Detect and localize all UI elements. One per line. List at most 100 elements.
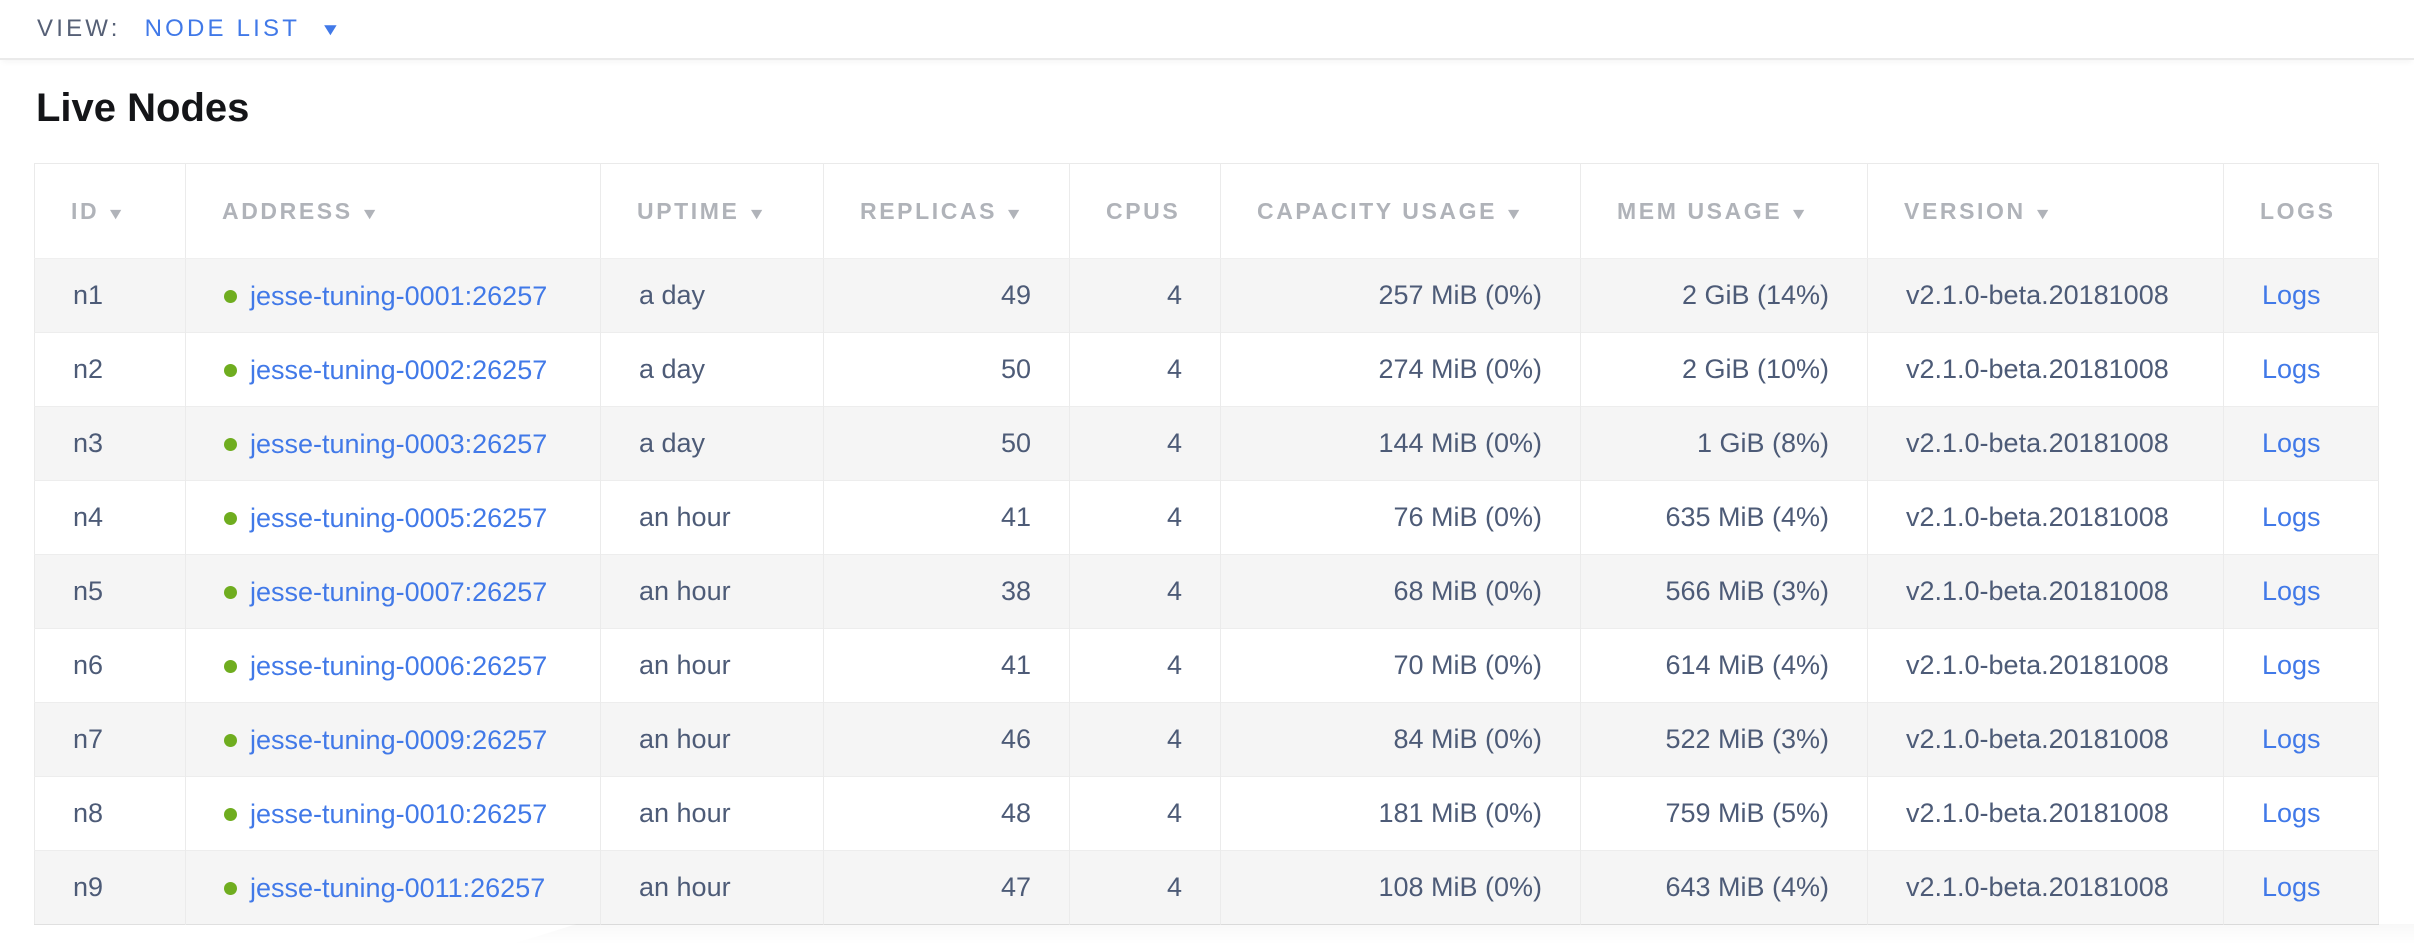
table-row: n4 jesse-tuning-0005:26257 an hour 41 4 76 Mi… — [34, 480, 2379, 555]
node-logs-link[interactable]: Logs — [2262, 354, 2321, 384]
node-address-link[interactable]: jesse-tuning-0011:26257 — [250, 873, 546, 903]
cell-uptime: an hour — [600, 776, 824, 851]
cell-address: jesse-tuning-0009:26257 — [185, 702, 601, 777]
node-live-status-icon — [224, 512, 237, 525]
node-address-link[interactable]: jesse-tuning-0006:26257 — [250, 651, 548, 681]
node-logs-link[interactable]: Logs — [2262, 502, 2321, 532]
node-logs-link[interactable]: Logs — [2262, 872, 2321, 902]
cell-logs: Logs — [2223, 258, 2379, 333]
table-row: n9 jesse-tuning-0011:26257 an hour 47 4 108 M… — [34, 850, 2379, 925]
column-header-address[interactable]: ADDRESS ▼ — [185, 163, 601, 259]
cell-address: jesse-tuning-0003:26257 — [185, 406, 601, 481]
cell-logs: Logs — [2223, 628, 2379, 703]
node-address-link[interactable]: jesse-tuning-0001:26257 — [250, 281, 548, 311]
node-address-link[interactable]: jesse-tuning-0003:26257 — [250, 429, 548, 459]
sort-arrow-icon: ▼ — [106, 205, 129, 223]
node-logs-link[interactable]: Logs — [2262, 650, 2321, 680]
node-live-status-icon — [224, 734, 237, 747]
cell-logs: Logs — [2223, 480, 2379, 555]
node-logs-link[interactable]: Logs — [2262, 280, 2321, 310]
cell-mem: 522 MiB (3%) — [1580, 702, 1868, 777]
cell-mem: 566 MiB (3%) — [1580, 554, 1868, 629]
cell-capacity: 84 MiB (0%) — [1220, 702, 1581, 777]
column-header-capacity[interactable]: CAPACITY USAGE ▼ — [1220, 163, 1581, 259]
chevron-down-icon: ▼ — [319, 19, 342, 39]
node-live-status-icon — [224, 882, 237, 895]
cell-replicas: 38 — [823, 554, 1070, 629]
cell-id: n9 — [34, 850, 186, 925]
cell-replicas: 48 — [823, 776, 1070, 851]
view-dropdown[interactable]: NODE LIST ▼ — [144, 15, 342, 43]
cell-address: jesse-tuning-0006:26257 — [185, 628, 601, 703]
cell-address: jesse-tuning-0011:26257 — [185, 850, 601, 925]
cell-version: v2.1.0-beta.20181008 — [1867, 480, 2224, 555]
column-header-replicas[interactable]: REPLICAS ▼ — [823, 163, 1070, 259]
cell-id: n8 — [34, 776, 186, 851]
cell-capacity: 144 MiB (0%) — [1220, 406, 1581, 481]
column-header-label: UPTIME — [637, 197, 740, 224]
cell-cpus: 4 — [1069, 258, 1221, 333]
cell-capacity: 76 MiB (0%) — [1220, 480, 1581, 555]
cell-cpus: 4 — [1069, 628, 1221, 703]
cell-version: v2.1.0-beta.20181008 — [1867, 628, 2224, 703]
table-row: n8 jesse-tuning-0010:26257 an hour 48 4 181 M… — [34, 776, 2379, 851]
cell-cpus: 4 — [1069, 554, 1221, 629]
cell-capacity: 68 MiB (0%) — [1220, 554, 1581, 629]
sort-arrow-icon: ▼ — [1004, 205, 1027, 223]
page-title: Live Nodes — [36, 86, 250, 130]
cell-replicas: 50 — [823, 332, 1070, 407]
node-address-link[interactable]: jesse-tuning-0002:26257 — [250, 355, 548, 385]
cell-version: v2.1.0-beta.20181008 — [1867, 406, 2224, 481]
column-header-mem[interactable]: MEM USAGE ▼ — [1580, 163, 1868, 259]
sort-arrow-icon: ▼ — [2032, 205, 2056, 223]
column-header-label: LOGS — [2260, 197, 2336, 224]
table-row: n6 jesse-tuning-0006:26257 an hour 41 4 70 Mi… — [34, 628, 2379, 703]
column-header-label: VERSION — [1904, 197, 2026, 224]
view-dropdown-value: NODE LIST — [144, 15, 301, 42]
cell-mem: 643 MiB (4%) — [1580, 850, 1868, 925]
cell-uptime: a day — [600, 406, 824, 481]
column-header-version[interactable]: VERSION ▼ — [1867, 163, 2224, 259]
node-logs-link[interactable]: Logs — [2262, 724, 2321, 754]
cell-version: v2.1.0-beta.20181008 — [1867, 258, 2224, 333]
cell-replicas: 46 — [823, 702, 1070, 777]
table-row: n1 jesse-tuning-0001:26257 a day 49 4 257 MiB… — [34, 258, 2379, 333]
table-body: n1 jesse-tuning-0001:26257 a day 49 4 257 MiB… — [34, 258, 2379, 925]
sort-arrow-icon: ▼ — [746, 205, 769, 223]
sort-arrow-icon: ▼ — [1504, 205, 1527, 223]
below-table-shadow — [500, 924, 2414, 948]
cell-mem: 2 GiB (14%) — [1580, 258, 1868, 333]
node-logs-link[interactable]: Logs — [2262, 798, 2321, 828]
cell-replicas: 41 — [823, 480, 1070, 555]
cell-version: v2.1.0-beta.20181008 — [1867, 554, 2224, 629]
node-logs-link[interactable]: Logs — [2262, 576, 2321, 606]
cell-replicas: 49 — [823, 258, 1070, 333]
cell-logs: Logs — [2223, 702, 2379, 777]
node-live-status-icon — [224, 660, 237, 673]
cell-uptime: a day — [600, 332, 824, 407]
cell-version: v2.1.0-beta.20181008 — [1867, 850, 2224, 925]
column-header-id[interactable]: ID ▼ — [34, 163, 186, 259]
cell-capacity: 181 MiB (0%) — [1220, 776, 1581, 851]
table-row: n2 jesse-tuning-0002:26257 a day 50 4 274 MiB… — [34, 332, 2379, 407]
cell-cpus: 4 — [1069, 332, 1221, 407]
node-address-link[interactable]: jesse-tuning-0010:26257 — [250, 799, 548, 829]
cell-version: v2.1.0-beta.20181008 — [1867, 702, 2224, 777]
cell-uptime: an hour — [600, 554, 824, 629]
node-address-link[interactable]: jesse-tuning-0007:26257 — [250, 577, 548, 607]
column-header-label: CAPACITY USAGE — [1257, 197, 1498, 224]
cell-logs: Logs — [2223, 332, 2379, 407]
node-address-link[interactable]: jesse-tuning-0009:26257 — [250, 725, 548, 755]
column-header-label: MEM USAGE — [1617, 197, 1783, 224]
node-live-status-icon — [224, 290, 237, 303]
cell-logs: Logs — [2223, 776, 2379, 851]
column-header-uptime[interactable]: UPTIME ▼ — [600, 163, 824, 259]
cell-cpus: 4 — [1069, 406, 1221, 481]
cell-uptime: an hour — [600, 480, 824, 555]
cell-cpus: 4 — [1069, 776, 1221, 851]
node-address-link[interactable]: jesse-tuning-0005:26257 — [250, 503, 548, 533]
cell-uptime: an hour — [600, 628, 824, 703]
node-logs-link[interactable]: Logs — [2262, 428, 2321, 458]
cell-address: jesse-tuning-0001:26257 — [185, 258, 601, 333]
cell-uptime: an hour — [600, 702, 824, 777]
